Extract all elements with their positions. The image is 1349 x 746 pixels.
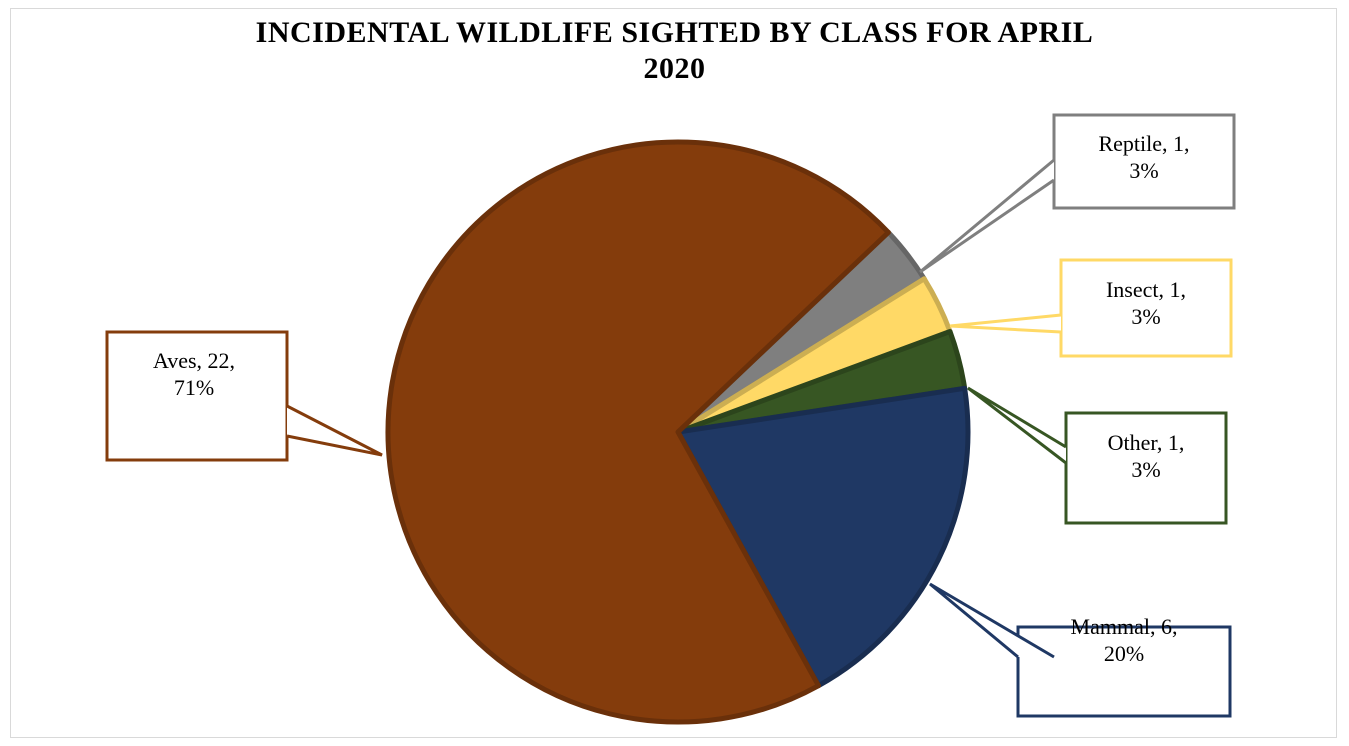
callout-pointer-mammal	[929, 582, 1055, 659]
data-label-percent: 3%	[1131, 304, 1160, 329]
data-label-name-value: Reptile, 1,	[1098, 131, 1189, 156]
callout-box-other	[1064, 411, 1228, 525]
data-label-name-value: Other, 1,	[1108, 430, 1185, 455]
data-label-percent: 3%	[1131, 457, 1160, 482]
data-label-insect: Insect, 1,3%	[949, 258, 1233, 358]
pie-slice-mammal	[675, 385, 971, 689]
callout-pointer-aves	[286, 404, 383, 457]
data-label-name-value: Mammal, 6,	[1071, 614, 1178, 639]
callout-box-mammal	[1016, 625, 1232, 718]
data-label-percent: 3%	[1129, 158, 1158, 183]
callout-box-insect	[1059, 258, 1233, 358]
chart-title: INCIDENTAL WILDLIFE SIGHTED BY CLASS FOR…	[0, 15, 1349, 87]
callout-pointer-reptile	[919, 158, 1055, 274]
data-label-reptile: Reptile, 1,3%	[919, 113, 1236, 274]
data-label-mammal: Mammal, 6,20%	[929, 582, 1232, 718]
data-label-other: Other, 1,3%	[967, 386, 1228, 525]
chart-title-line2: 2020	[643, 52, 706, 85]
callout-box-aves	[105, 330, 289, 462]
chart-title-line1: INCIDENTAL WILDLIFE SIGHTED BY CLASS FOR…	[255, 16, 1094, 49]
callout-box-reptile	[1052, 113, 1236, 210]
pie-slice-aves	[385, 139, 891, 725]
data-label-percent: 71%	[174, 375, 214, 400]
data-label-name-value: Aves, 22,	[153, 348, 235, 373]
callout-pointer-other	[967, 386, 1067, 465]
data-label-name-value: Insect, 1,	[1106, 277, 1186, 302]
data-label-percent: 20%	[1104, 641, 1144, 666]
callout-pointer-insect	[949, 313, 1062, 334]
data-label-aves: Aves, 22,71%	[105, 330, 383, 462]
